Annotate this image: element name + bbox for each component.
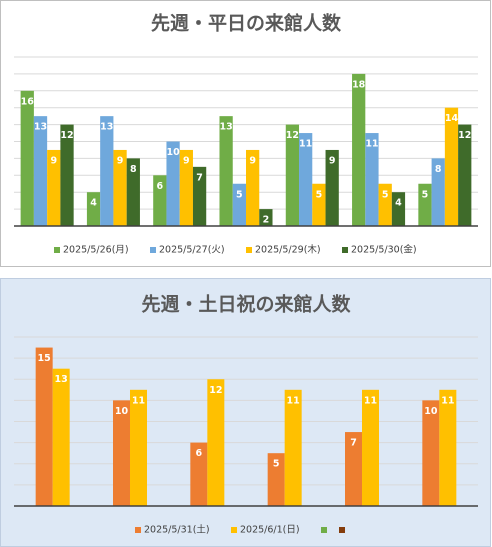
value-label: 5 bbox=[382, 189, 389, 200]
value-label: 11 bbox=[365, 139, 378, 150]
bar bbox=[130, 389, 147, 506]
value-label: 16 bbox=[21, 96, 35, 107]
value-label: 13 bbox=[34, 122, 47, 133]
bar bbox=[207, 379, 225, 506]
bar bbox=[391, 192, 406, 226]
value-label: 11 bbox=[287, 395, 300, 406]
chart-title: 先週・土日祝の来館人数 bbox=[141, 293, 351, 316]
value-label: 13 bbox=[55, 374, 68, 385]
bar bbox=[20, 90, 34, 226]
value-label: 12 bbox=[60, 130, 73, 141]
bar bbox=[418, 183, 432, 226]
value-label: 9 bbox=[50, 155, 57, 166]
bar bbox=[166, 141, 180, 226]
bar bbox=[352, 73, 366, 227]
value-label: 10 bbox=[115, 406, 129, 417]
value-label: 5 bbox=[422, 189, 429, 200]
value-label: 14 bbox=[445, 113, 459, 124]
value-label: 5 bbox=[316, 189, 323, 200]
value-label: 5 bbox=[273, 459, 280, 470]
value-label: 4 bbox=[90, 198, 97, 209]
legend-label: 2025/5/26(月) bbox=[63, 245, 129, 256]
value-label: 7 bbox=[350, 438, 357, 449]
bar bbox=[444, 107, 459, 226]
value-label: 8 bbox=[435, 164, 442, 175]
value-label: 9 bbox=[117, 155, 124, 166]
value-label: 11 bbox=[364, 395, 377, 406]
legend-swatch bbox=[339, 527, 345, 533]
value-label: 8 bbox=[130, 164, 137, 175]
bar bbox=[422, 400, 440, 506]
bar bbox=[60, 124, 74, 226]
legend-label: 2025/5/31(土) bbox=[144, 524, 210, 536]
legend-swatch bbox=[135, 527, 141, 533]
value-label: 13 bbox=[219, 122, 232, 133]
bar bbox=[33, 116, 48, 226]
legend-swatch bbox=[342, 247, 348, 253]
bar bbox=[362, 389, 379, 506]
legend-swatch bbox=[231, 527, 237, 533]
bar bbox=[325, 149, 339, 226]
bar bbox=[113, 149, 127, 226]
chart-area bbox=[0, 278, 491, 547]
legend-label: 2025/6/1(日) bbox=[240, 525, 300, 536]
bar bbox=[47, 149, 61, 226]
bar bbox=[458, 124, 472, 226]
bar bbox=[431, 158, 445, 226]
bar bbox=[52, 368, 70, 506]
bar bbox=[299, 133, 313, 226]
bar bbox=[267, 453, 285, 506]
value-label: 10 bbox=[166, 147, 180, 158]
legend-swatch bbox=[321, 527, 327, 533]
value-label: 15 bbox=[38, 353, 51, 364]
value-label: 11 bbox=[441, 395, 454, 406]
legend-label: 2025/5/27(火) bbox=[159, 245, 225, 256]
bar bbox=[378, 183, 392, 226]
bar bbox=[100, 116, 114, 226]
value-label: 6 bbox=[196, 448, 203, 459]
legend-label: 2025/5/29(木) bbox=[255, 244, 321, 256]
bar bbox=[345, 432, 362, 506]
bar bbox=[246, 149, 260, 226]
bar bbox=[284, 389, 302, 506]
legend-label: 2025/5/30(金) bbox=[351, 244, 417, 256]
value-label: 9 bbox=[249, 155, 256, 166]
bar bbox=[126, 158, 140, 226]
bar bbox=[86, 192, 101, 226]
bar bbox=[285, 124, 300, 226]
value-label: 9 bbox=[183, 155, 190, 166]
value-label: 5 bbox=[236, 189, 243, 200]
bar bbox=[219, 116, 233, 226]
bar bbox=[35, 347, 53, 506]
bar bbox=[439, 389, 457, 506]
value-label: 11 bbox=[132, 395, 145, 406]
value-label: 7 bbox=[196, 172, 203, 183]
bar bbox=[232, 183, 246, 226]
bar bbox=[192, 166, 207, 226]
value-label: 9 bbox=[329, 155, 336, 166]
chart-title: 先週・平日の来館人数 bbox=[151, 12, 342, 35]
bar bbox=[312, 183, 326, 226]
value-label: 12 bbox=[286, 130, 299, 141]
value-label: 6 bbox=[157, 181, 164, 192]
value-label: 4 bbox=[395, 198, 402, 209]
value-label: 18 bbox=[352, 79, 366, 90]
legend-swatch bbox=[54, 247, 60, 253]
bar bbox=[190, 442, 208, 506]
value-label: 10 bbox=[424, 406, 438, 417]
bar bbox=[113, 400, 130, 506]
bar bbox=[259, 209, 273, 226]
value-label: 12 bbox=[209, 385, 222, 396]
legend-swatch bbox=[150, 247, 156, 253]
legend-swatch bbox=[246, 247, 252, 253]
value-label: 11 bbox=[299, 139, 312, 150]
value-label: 13 bbox=[100, 122, 113, 133]
value-label: 2 bbox=[263, 215, 270, 226]
bar bbox=[153, 175, 167, 226]
bar bbox=[179, 149, 193, 226]
value-label: 12 bbox=[458, 130, 471, 141]
bar bbox=[365, 133, 379, 226]
